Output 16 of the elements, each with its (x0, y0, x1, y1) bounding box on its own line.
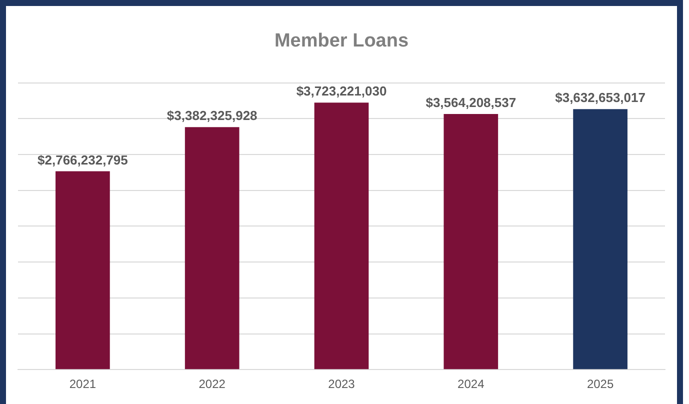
bar (184, 127, 240, 370)
data-label: $2,766,232,795 (38, 152, 128, 168)
data-label: $3,723,221,030 (296, 84, 387, 99)
data-label: $3,382,325,928 (166, 108, 258, 124)
bar (573, 109, 628, 370)
bar (314, 102, 369, 370)
x-tick-label: 2025 (586, 377, 614, 392)
x-tick-label: 2021 (69, 377, 96, 392)
bar (56, 171, 110, 370)
data-label: $3,564,208,537 (426, 95, 516, 110)
x-tick-label: 2022 (198, 377, 226, 392)
x-tick-label: 2023 (328, 377, 356, 392)
x-tick-label: 2024 (458, 377, 485, 392)
bar (444, 114, 498, 370)
chart-title: Member Loans (274, 30, 409, 52)
data-label: $3,632,653,017 (555, 90, 646, 106)
